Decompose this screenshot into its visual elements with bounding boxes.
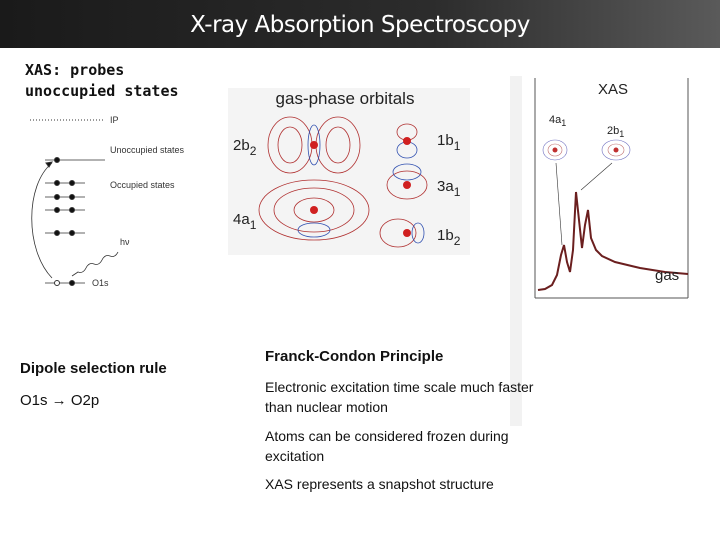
unoccupied-label: Unoccupied states bbox=[110, 145, 185, 155]
energy-diagram bbox=[30, 119, 119, 286]
orbital-insets bbox=[542, 139, 631, 246]
fc-point: Electronic excitation time scale much fa… bbox=[265, 379, 534, 415]
title-bar: X-ray Absorption Spectroscopy bbox=[0, 0, 720, 48]
fc-heading: Franck-Condon Principle bbox=[265, 348, 444, 365]
orbital-label: 4a1 bbox=[233, 211, 257, 232]
spectrum-axes bbox=[534, 78, 689, 299]
fc-point: Atoms can be considered frozen during ex… bbox=[265, 428, 509, 464]
peak-label: 4a1 bbox=[549, 114, 566, 128]
peak-label: 2b1 bbox=[607, 125, 624, 139]
occupied-label: Occupied states bbox=[110, 180, 175, 190]
fc-point: XAS represents a snapshot structure bbox=[265, 476, 494, 492]
spectrum-curve bbox=[537, 191, 689, 291]
panel-shadow bbox=[510, 76, 522, 426]
phase-label: gas bbox=[655, 267, 679, 284]
orbital-label: 2b2 bbox=[233, 137, 257, 158]
orbital-label: 1b2 bbox=[437, 227, 461, 248]
core-label: O1s bbox=[92, 278, 109, 288]
ip-label: IP bbox=[110, 115, 119, 125]
energy-labels: IP Unoccupied states Occupied states hν … bbox=[92, 115, 185, 288]
orbitals-panel bbox=[228, 88, 470, 255]
spectrum-title: XAS bbox=[598, 81, 628, 98]
orbitals-title: gas-phase orbitals bbox=[276, 89, 415, 108]
orbital-label: 1b1 bbox=[437, 132, 461, 153]
intro-heading: XAS: probes unoccupied states bbox=[25, 61, 179, 100]
slide-title: X-ray Absorption Spectroscopy bbox=[190, 12, 530, 38]
dipole-heading: Dipole selection rule bbox=[20, 360, 167, 377]
orbital-labels: 2b2 4a1 1b1 3a1 1b2 bbox=[233, 132, 461, 248]
orbital-contours bbox=[258, 116, 428, 248]
dipole-text: O1s → O2p bbox=[20, 392, 100, 409]
photon-label: hν bbox=[120, 237, 130, 247]
peak-labels: 4a1 2b1 bbox=[549, 114, 624, 139]
orbital-label: 3a1 bbox=[437, 178, 461, 199]
orbital-atoms bbox=[310, 137, 411, 237]
